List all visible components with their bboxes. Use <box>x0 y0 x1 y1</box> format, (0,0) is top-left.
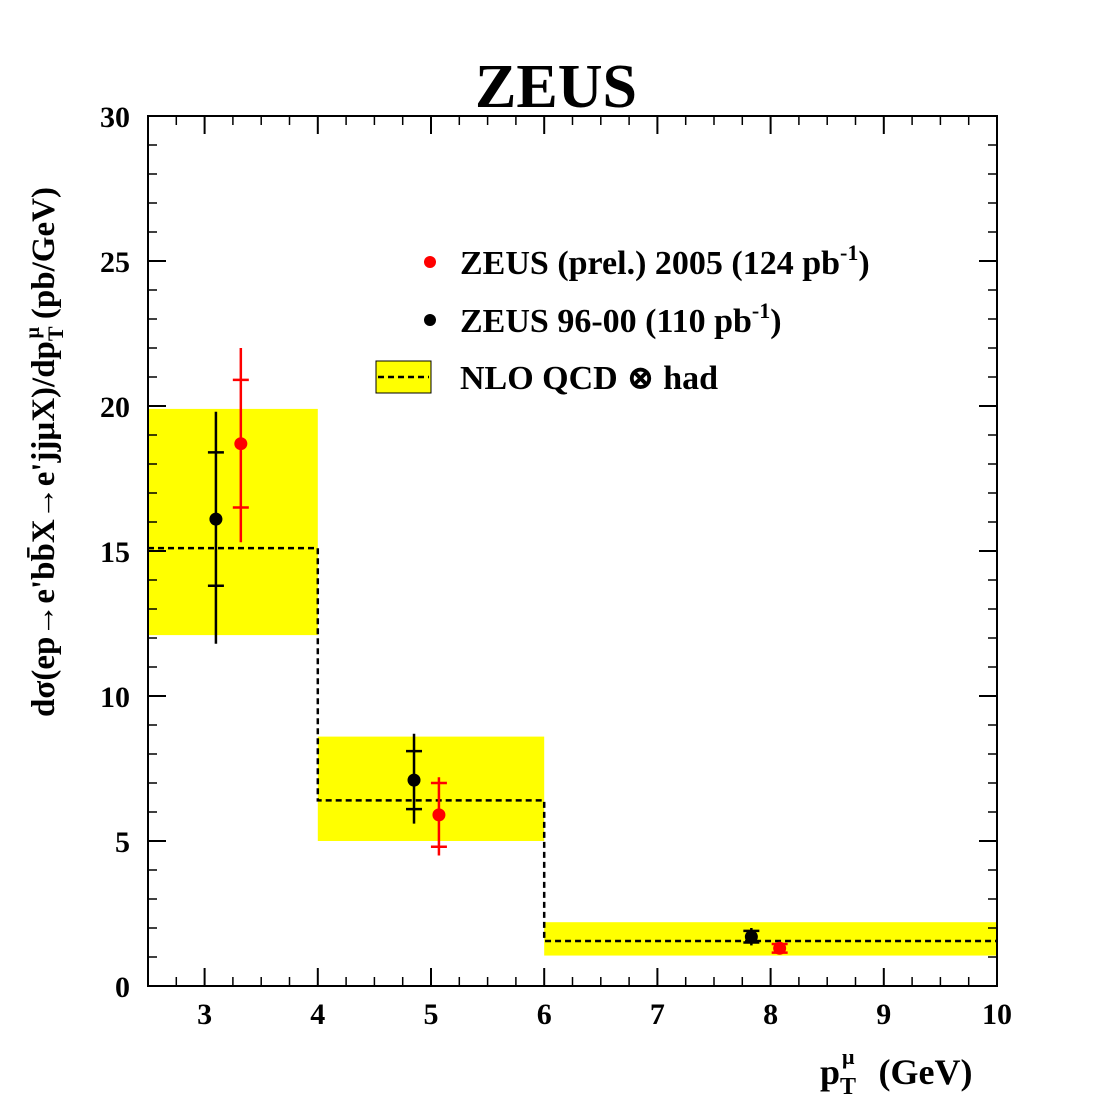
legend: ZEUS (prel.) 2005 (124 pb-1) ZEUS 96-00 … <box>375 240 870 397</box>
legend-label-96-00: ZEUS 96-00 (110 pb-1) <box>460 298 782 340</box>
x-tick-label-3: 3 <box>197 998 212 1031</box>
data-points <box>207 348 788 955</box>
y-tick-label-0: 0 <box>115 971 130 1004</box>
nlo-band-1 <box>317 736 545 841</box>
series-0-point-2-marker <box>773 941 787 955</box>
y-tick-label-5: 5 <box>115 826 130 859</box>
nlo-uncertainty-bands <box>148 408 997 956</box>
legend-label-nlo: NLO QCD ⊗ had <box>460 360 718 397</box>
y-tick-label-20: 20 <box>100 391 130 424</box>
series-1-point-0-marker <box>209 512 223 526</box>
series-0-point-1-marker <box>432 808 446 822</box>
nlo-band-0 <box>148 408 318 636</box>
y-tick-label-10: 10 <box>100 681 130 714</box>
x-tick-label-9: 9 <box>876 998 891 1031</box>
y-tick-label-30: 30 <box>100 101 130 134</box>
plot-frame <box>147 115 998 987</box>
legend-marker-prel-2005 <box>424 256 436 268</box>
legend-marker-96-00 <box>424 314 436 326</box>
axis-ticks: 3 4 5 6 7 8 9 10 0 5 10 15 20 25 30 <box>100 101 1012 1031</box>
nlo-central-step-line <box>148 546 997 943</box>
legend-label-prel-2005: ZEUS (prel.) 2005 (124 pb-1) <box>460 240 870 282</box>
y-tick-label-25: 25 <box>100 246 130 279</box>
x-tick-label-10: 10 <box>982 998 1012 1031</box>
chart-title: ZEUS <box>475 53 637 121</box>
series-0-point-0-marker <box>234 437 248 451</box>
nlo-band-2 <box>544 922 997 956</box>
x-axis-label: pTμ (GeV) <box>820 1044 973 1100</box>
x-tick-label-8: 8 <box>763 998 778 1031</box>
x-tick-label-5: 5 <box>424 998 439 1031</box>
nlo-central-line <box>148 546 997 943</box>
y-tick-label-15: 15 <box>100 536 130 569</box>
y-axis-label: dσ(ep→e'bb̄X→e'jjμX)/dpTμ(pb/GeV) <box>22 187 68 717</box>
x-tick-label-6: 6 <box>537 998 552 1031</box>
series-1-point-2-marker <box>744 930 758 944</box>
x-tick-label-7: 7 <box>650 998 665 1031</box>
x-tick-label-4: 4 <box>310 998 325 1031</box>
series-1-point-1-marker <box>407 773 421 787</box>
